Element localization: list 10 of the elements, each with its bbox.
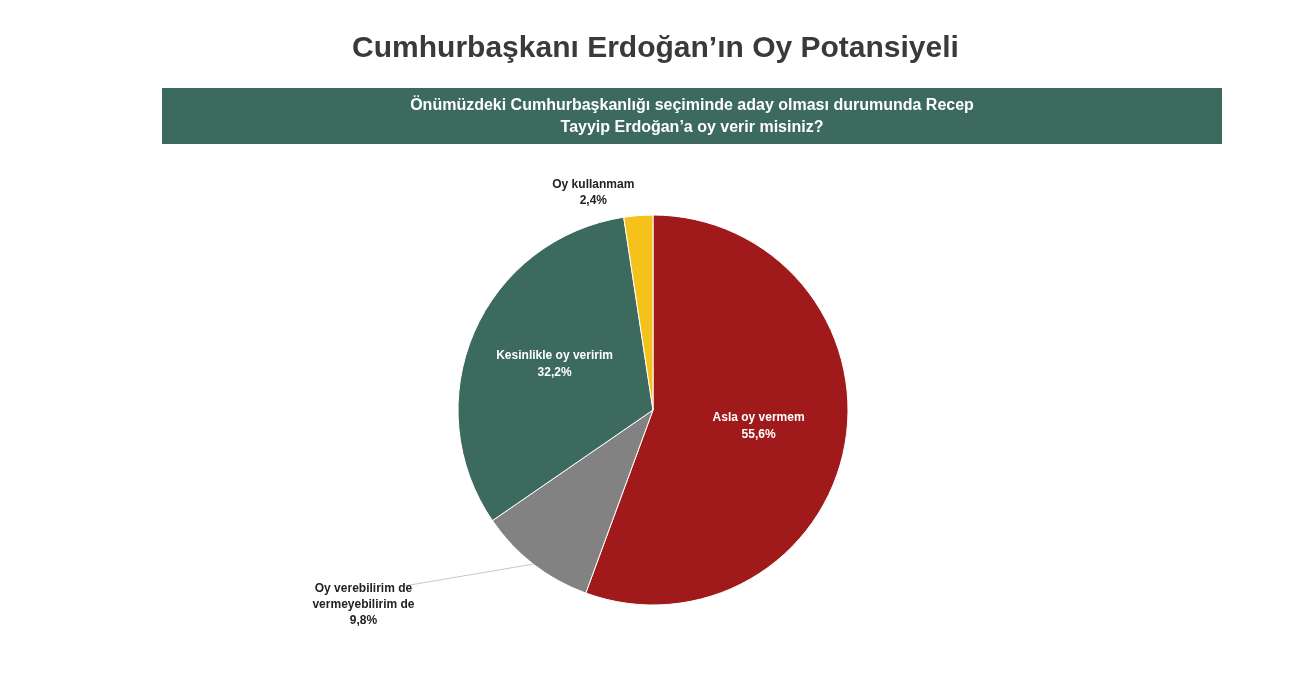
data-label: 2,4% — [579, 192, 608, 207]
slice-label: Kesinlikle oy veririm — [496, 348, 613, 363]
slice-label: Oy kullanmam — [552, 176, 635, 191]
slice-label: Oy verebilirim de vermeyebilirim de — [312, 581, 415, 612]
data-label: 9,8% — [349, 613, 378, 628]
slice-label: Asla oy vermem — [712, 409, 805, 424]
data-label: 32,2% — [537, 365, 572, 380]
data-label: 55,6% — [741, 426, 776, 441]
chart-subtitle: Önümüzdeki Cumhurbaşkanlığı seçiminde aday olması durumunda Recep Tayyip Erdoğan’a oy verir misiniz? — [162, 88, 1222, 144]
chart-title: Cumhurbaşkanı Erdoğan’ın Oy Potansiyeli — [351, 30, 960, 64]
